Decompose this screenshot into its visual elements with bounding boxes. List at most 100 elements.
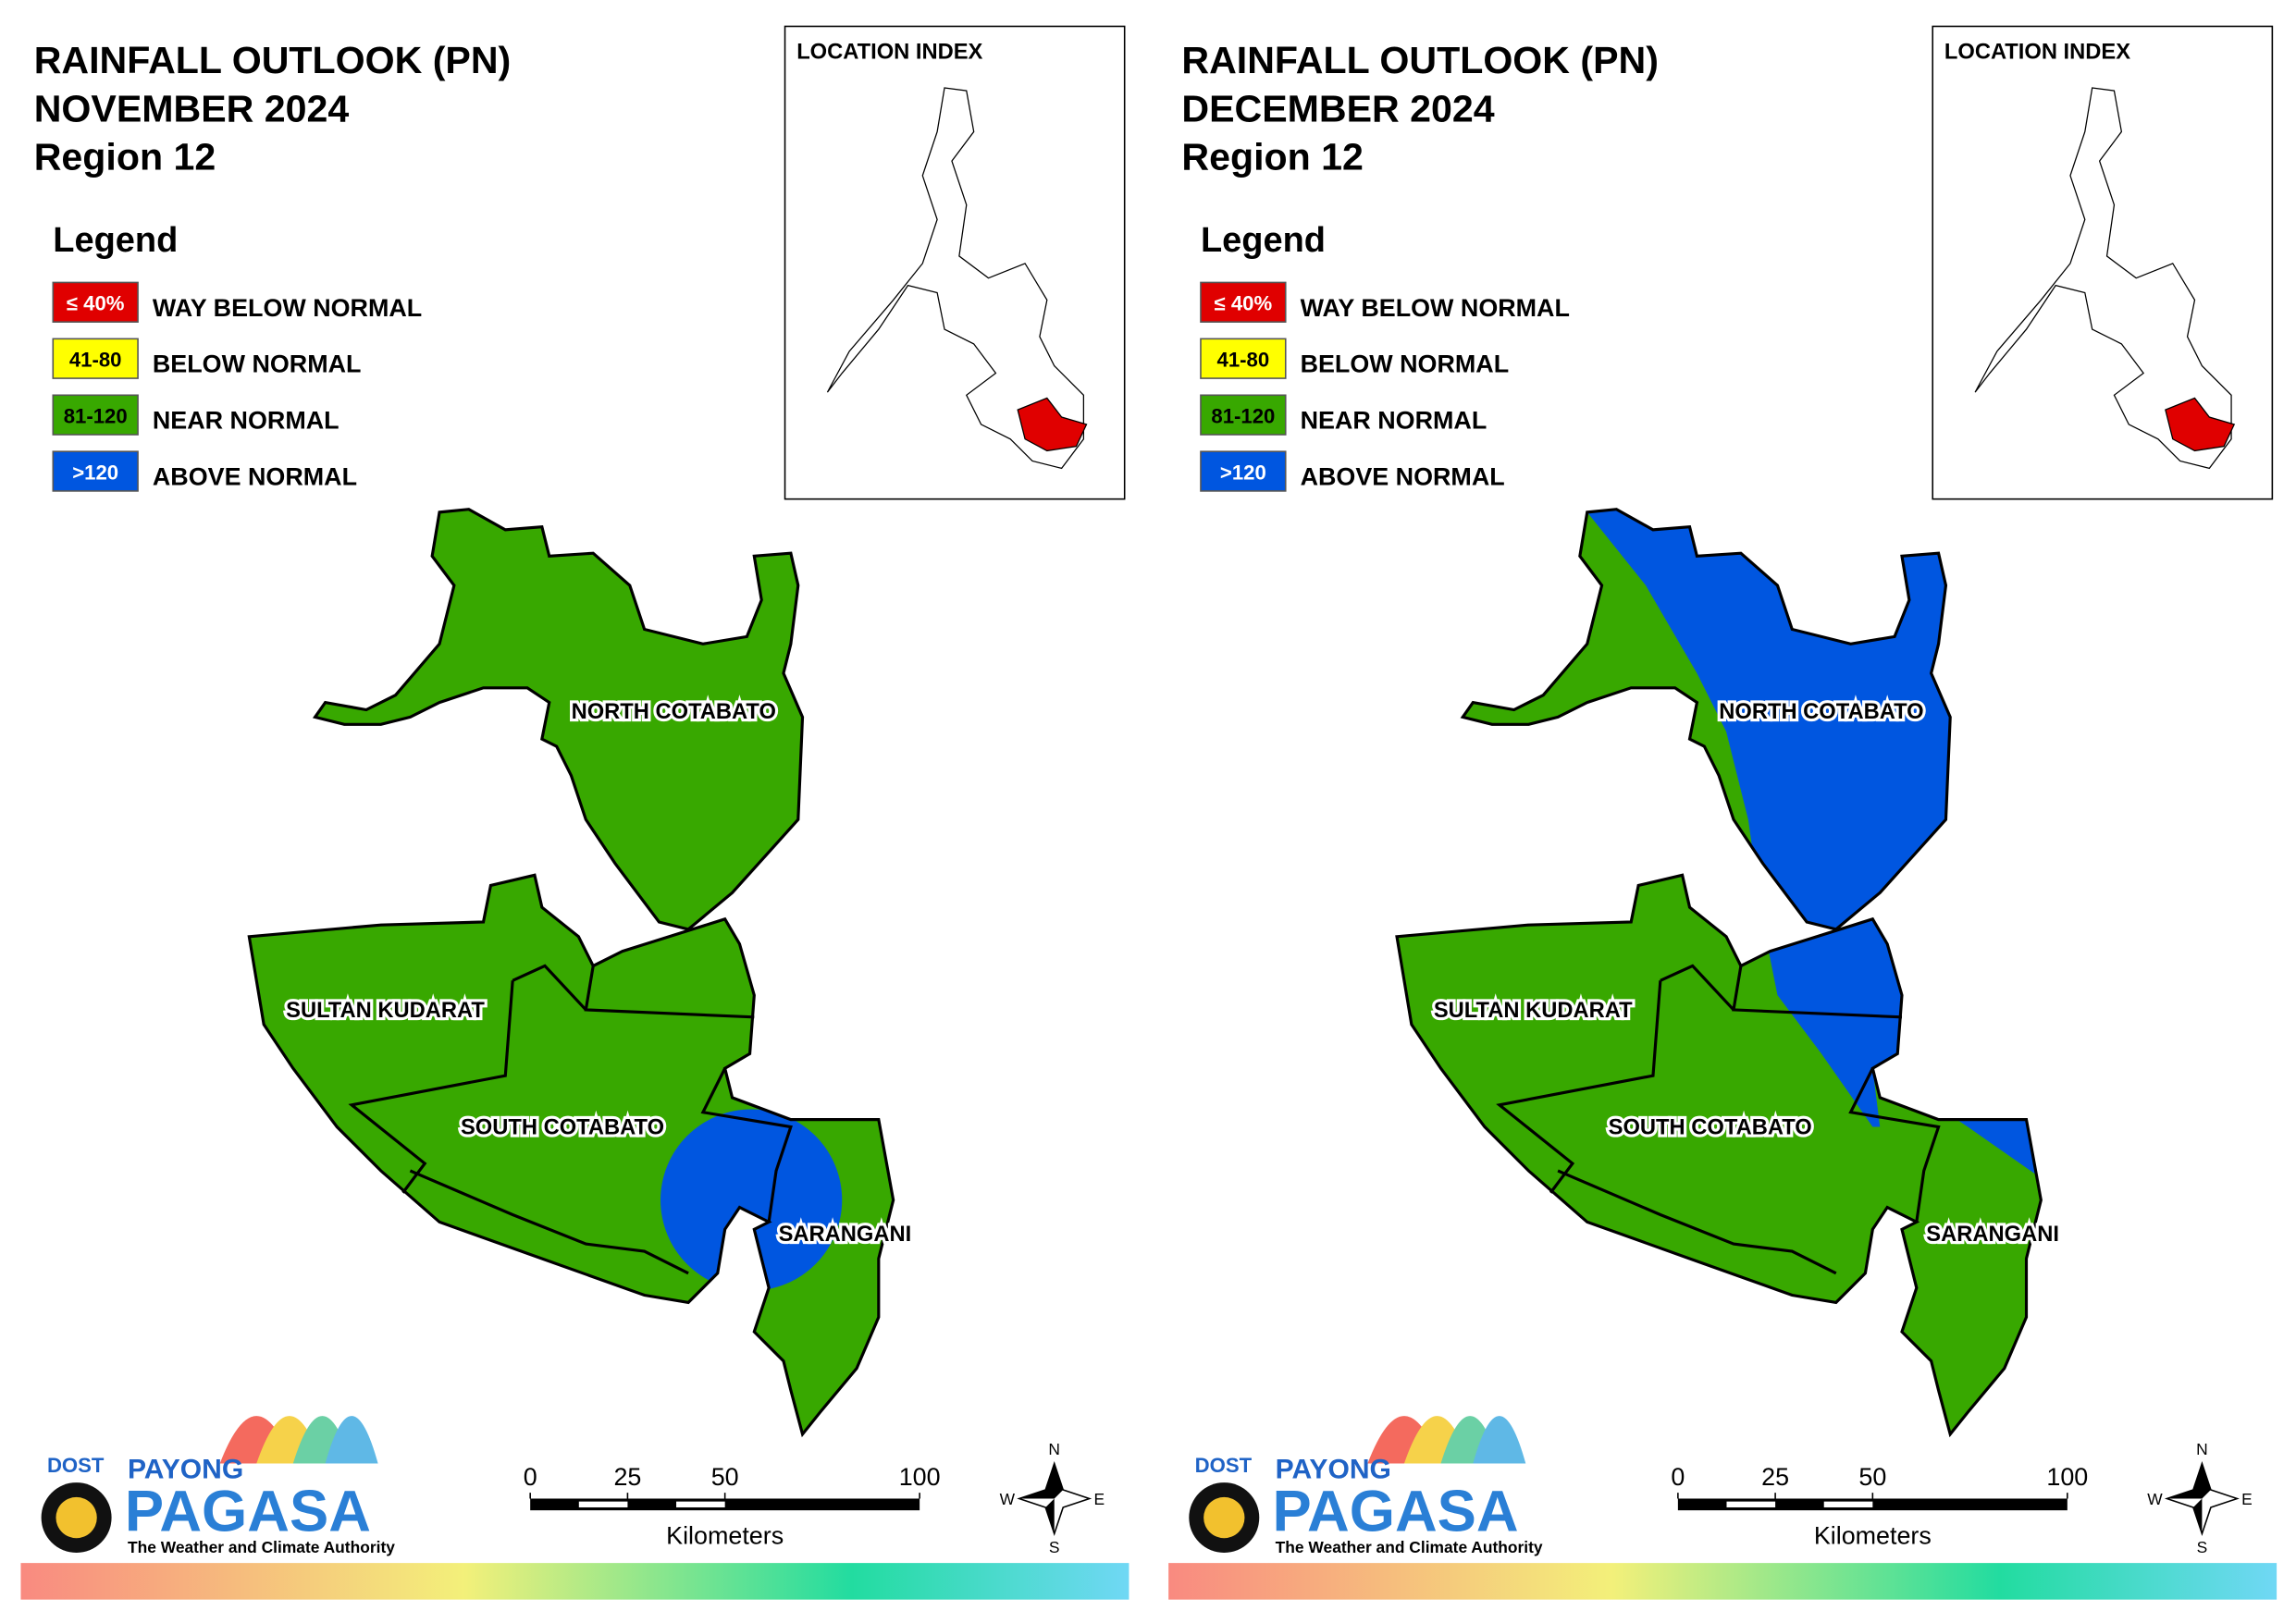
legend-label: NEAR NORMAL [153, 407, 339, 435]
province-border [1460, 508, 1952, 931]
province-label: SARANGANI [779, 1223, 912, 1247]
color-band [1168, 1563, 2277, 1600]
legend-title: Legend [1201, 221, 1326, 260]
compass-rose [1018, 1463, 1064, 1534]
logo-text: PAGASA [1273, 1479, 1519, 1543]
province-border [1848, 1067, 1941, 1223]
panel: RAINFALL OUTLOOK (PN) DECEMBER 2024 Region… [1168, 25, 2277, 1600]
title-line: Region 12 [1181, 136, 1364, 178]
logo-text: The Weather and Climate Authority [128, 1538, 395, 1556]
legend-title: Legend [53, 221, 178, 260]
philippines-outline [826, 87, 1085, 470]
scale-bar-segment [1823, 1501, 1873, 1507]
legend-label: BELOW NORMAL [1301, 350, 1510, 378]
scale-tick-label: 100 [2046, 1463, 2088, 1491]
logo-seal [1204, 1496, 1245, 1539]
philippines-outline [1974, 87, 2232, 470]
scale-tick-label: 50 [711, 1463, 739, 1491]
region-highlight [1017, 397, 1088, 452]
scale-tick-label: 0 [524, 1463, 537, 1491]
legend-range: 41-80 [69, 348, 122, 371]
logo-umbrella [325, 1416, 378, 1464]
compass-letter: E [1093, 1490, 1105, 1508]
compass-rose [2166, 1463, 2211, 1534]
legend-range: 81-120 [1211, 404, 1275, 427]
province-border [247, 873, 895, 1438]
province-label: SOUTH COTABATO [1609, 1115, 1812, 1139]
scale-unit: Kilometers [666, 1522, 784, 1550]
province-label: SARANGANI [1926, 1223, 2059, 1247]
logo-text: DOST [1195, 1454, 1253, 1477]
title-line: RAINFALL OUTLOOK (PN) [1181, 39, 1659, 81]
scale-tick-label: 50 [1858, 1463, 1886, 1491]
scale-tick-label: 100 [899, 1463, 941, 1491]
title-line: RAINFALL OUTLOOK (PN) [34, 39, 512, 81]
logo-text: DOST [47, 1454, 105, 1477]
location-index-title: LOCATION INDEX [1944, 40, 2130, 64]
scale-bar-segment [578, 1501, 628, 1507]
legend-swatch [52, 450, 139, 492]
scale-tick-label: 0 [1671, 1463, 1685, 1491]
province-label: SULTAN KUDARAT [286, 999, 485, 1023]
province-border [312, 508, 805, 931]
overlay [660, 1109, 843, 1291]
region-highlight [2165, 397, 2236, 452]
legend-label: ABOVE NORMAL [153, 463, 357, 491]
legend-range: >120 [72, 461, 118, 484]
legend-range: 41-80 [1217, 348, 1270, 371]
compass-letter: E [2241, 1490, 2253, 1508]
legend-label: ABOVE NORMAL [1301, 463, 1505, 491]
legend-label: NEAR NORMAL [1301, 407, 1487, 435]
scale-tick-label: 25 [1761, 1463, 1789, 1491]
legend-swatch [1200, 450, 1287, 492]
legend-range: ≤ 40% [67, 291, 125, 314]
title-line: Region 12 [34, 136, 216, 178]
province-area [315, 509, 803, 929]
compass-letter: W [2147, 1490, 2163, 1508]
logo-text: The Weather and Climate Authority [1276, 1538, 1543, 1556]
legend-swatch [52, 281, 139, 323]
province-border [700, 1067, 793, 1223]
above-normal-area [660, 1109, 843, 1291]
color-band [20, 1563, 1129, 1600]
legend-label: WAY BELOW NORMAL [1301, 294, 1570, 322]
compass-letter: W [1000, 1490, 1016, 1508]
legend-range: 81-120 [64, 404, 128, 427]
scale-bar-segment [676, 1501, 725, 1507]
legend-swatch [52, 338, 139, 379]
legend-range: ≤ 40% [1215, 291, 1273, 314]
legend-swatch [1200, 338, 1287, 379]
title-line: DECEMBER 2024 [1181, 87, 1494, 129]
scale-tick-label: 25 [613, 1463, 641, 1491]
compass-letter: S [2197, 1538, 2208, 1556]
compass-letter: N [2196, 1440, 2208, 1458]
logo-umbrella [1473, 1416, 1526, 1464]
province-border [409, 1169, 689, 1275]
legend-swatch [1200, 394, 1287, 436]
scale-unit: Kilometers [1814, 1522, 1932, 1550]
compass-letter: N [1048, 1440, 1060, 1458]
title-line: NOVEMBER 2024 [34, 87, 350, 129]
scale-bar-segment [1726, 1501, 1776, 1507]
legend-swatch [1200, 281, 1287, 323]
legend-swatch [52, 394, 139, 436]
province-border [1557, 1169, 1837, 1275]
province-label: SOUTH COTABATO [461, 1115, 664, 1139]
legend-label: WAY BELOW NORMAL [153, 294, 422, 322]
province-border [1395, 873, 2043, 1438]
province-label: NORTH COTABATO [572, 700, 776, 724]
logo-text: PAYONG [128, 1454, 243, 1484]
location-index-title: LOCATION INDEX [796, 40, 982, 64]
province-label: SULTAN KUDARAT [1434, 999, 1633, 1023]
panel: RAINFALL OUTLOOK (PN) NOVEMBER 2024 Region… [20, 25, 1129, 1600]
legend-label: BELOW NORMAL [153, 350, 362, 378]
logo-seal [56, 1496, 97, 1539]
province-area [1397, 875, 2042, 1434]
logo-text: PAYONG [1276, 1454, 1391, 1484]
legend-range: >120 [1220, 461, 1266, 484]
province-border [1660, 964, 1735, 1012]
compass-letter: S [1049, 1538, 1060, 1556]
logo-text: PAGASA [125, 1479, 371, 1543]
